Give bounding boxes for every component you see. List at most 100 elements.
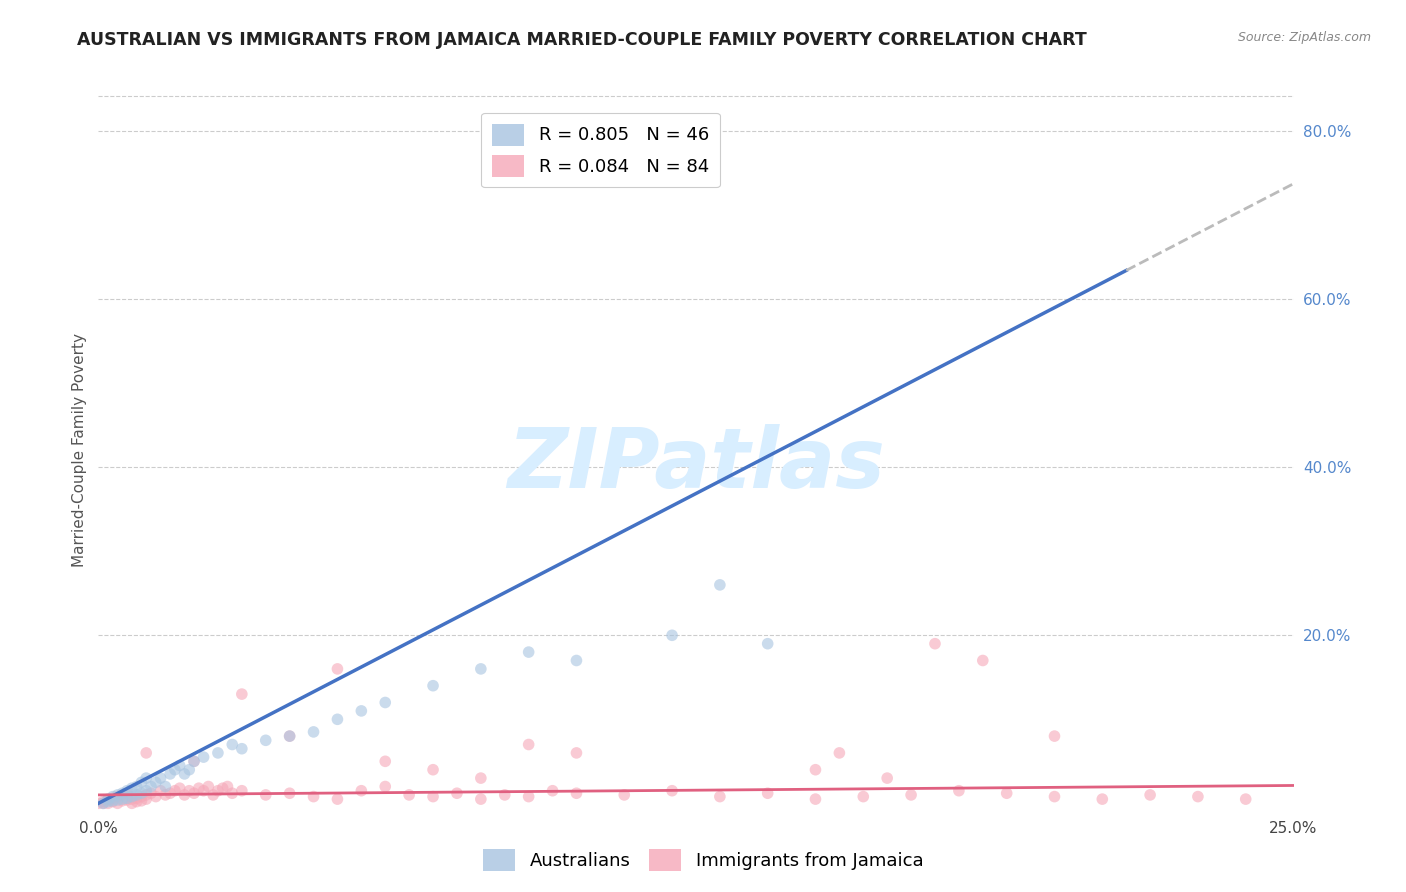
Point [125, 788, 148, 802]
Point [470, 792, 492, 806]
Point [804, 792, 827, 806]
Point [541, 783, 564, 797]
Point [139, 780, 162, 794]
Point [173, 767, 195, 781]
Point [159, 767, 181, 781]
Point [107, 793, 129, 807]
Point [111, 794, 134, 808]
Point [422, 789, 444, 804]
Point [149, 771, 172, 785]
Point [972, 653, 994, 667]
Point [374, 754, 396, 768]
Point [121, 792, 143, 806]
Point [278, 729, 301, 743]
Y-axis label: Married-Couple Family Poverty: Married-Couple Family Poverty [72, 334, 87, 567]
Point [183, 754, 205, 768]
Point [326, 792, 349, 806]
Point [709, 578, 731, 592]
Point [756, 637, 779, 651]
Point [193, 783, 215, 797]
Point [131, 786, 153, 800]
Point [115, 786, 138, 800]
Point [422, 679, 444, 693]
Point [91, 795, 114, 809]
Point [900, 788, 922, 802]
Point [163, 763, 186, 777]
Point [145, 775, 167, 789]
Point [197, 780, 219, 794]
Point [470, 662, 492, 676]
Point [101, 795, 124, 809]
Point [517, 789, 540, 804]
Point [350, 704, 373, 718]
Point [121, 789, 143, 804]
Point [756, 786, 779, 800]
Point [374, 696, 396, 710]
Point [350, 783, 373, 797]
Point [111, 792, 134, 806]
Point [254, 733, 277, 747]
Point [422, 763, 444, 777]
Point [131, 775, 153, 789]
Point [97, 797, 120, 811]
Point [565, 653, 588, 667]
Point [709, 789, 731, 804]
Point [1139, 788, 1161, 802]
Point [115, 791, 138, 805]
Text: AUSTRALIAN VS IMMIGRANTS FROM JAMAICA MARRIED-COUPLE FAMILY POVERTY CORRELATION : AUSTRALIAN VS IMMIGRANTS FROM JAMAICA MA… [77, 31, 1087, 49]
Point [91, 797, 114, 811]
Point [1043, 729, 1066, 743]
Point [187, 781, 209, 796]
Point [517, 738, 540, 752]
Point [446, 786, 468, 800]
Point [254, 788, 277, 802]
Point [202, 788, 225, 802]
Point [302, 725, 325, 739]
Point [995, 786, 1018, 800]
Point [470, 771, 492, 785]
Point [565, 786, 588, 800]
Point [87, 797, 110, 811]
Point [169, 781, 191, 796]
Point [97, 792, 120, 806]
Point [1187, 789, 1209, 804]
Point [173, 788, 195, 802]
Point [159, 786, 181, 800]
Point [125, 780, 148, 794]
Point [111, 788, 134, 802]
Point [231, 783, 253, 797]
Point [804, 763, 827, 777]
Point [221, 738, 243, 752]
Point [398, 788, 420, 802]
Point [115, 783, 138, 797]
Point [179, 763, 201, 777]
Point [517, 645, 540, 659]
Point [302, 789, 325, 804]
Point [207, 783, 229, 797]
Point [1091, 792, 1114, 806]
Point [565, 746, 588, 760]
Point [131, 789, 153, 804]
Point [179, 783, 201, 797]
Point [217, 780, 239, 794]
Point [135, 792, 157, 806]
Point [145, 789, 167, 804]
Point [101, 794, 124, 808]
Point [155, 788, 177, 802]
Point [155, 780, 177, 794]
Point [121, 781, 143, 796]
Point [135, 746, 157, 760]
Text: ZIPatlas: ZIPatlas [508, 425, 884, 506]
Point [135, 783, 157, 797]
Point [115, 793, 138, 807]
Point [139, 786, 162, 800]
Point [613, 788, 636, 802]
Point [97, 795, 120, 809]
Point [231, 687, 253, 701]
Point [101, 791, 124, 805]
Point [231, 741, 253, 756]
Point [131, 794, 153, 808]
Point [163, 783, 186, 797]
Point [101, 789, 124, 804]
Point [107, 797, 129, 811]
